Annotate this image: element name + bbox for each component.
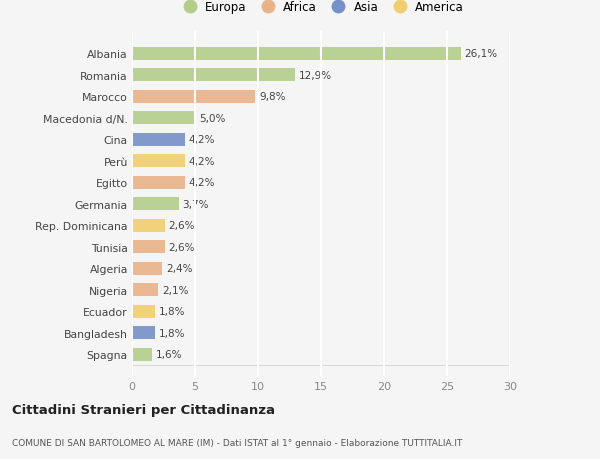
Text: 4,2%: 4,2% (188, 178, 215, 188)
Bar (132, 69, 295, 82)
Text: 3,7%: 3,7% (182, 199, 209, 209)
Text: Cittadini Stranieri per Cittadinanza: Cittadini Stranieri per Cittadinanza (12, 403, 275, 416)
Bar (132, 134, 185, 146)
Bar (132, 262, 162, 275)
Text: 1,8%: 1,8% (158, 307, 185, 316)
Bar (132, 219, 165, 232)
Bar (132, 155, 185, 168)
Text: 2,1%: 2,1% (162, 285, 189, 295)
Text: 4,2%: 4,2% (188, 157, 215, 166)
Bar (132, 176, 185, 189)
Text: 4,2%: 4,2% (188, 135, 215, 145)
Text: 9,8%: 9,8% (259, 92, 286, 102)
Bar (132, 112, 195, 125)
Bar (132, 90, 256, 104)
Text: 26,1%: 26,1% (464, 49, 498, 59)
Bar (132, 198, 179, 211)
Bar (132, 326, 155, 339)
Text: 1,8%: 1,8% (158, 328, 185, 338)
Text: 5,0%: 5,0% (199, 113, 225, 123)
Text: 1,6%: 1,6% (156, 349, 182, 359)
Legend: Europa, Africa, Asia, America: Europa, Africa, Asia, America (173, 0, 469, 19)
Text: 12,9%: 12,9% (298, 71, 331, 81)
Bar (132, 305, 155, 318)
Bar (132, 284, 158, 297)
Bar (132, 48, 461, 61)
Text: 2,6%: 2,6% (169, 221, 195, 231)
Bar (132, 241, 165, 253)
Text: 2,4%: 2,4% (166, 263, 193, 274)
Text: 2,6%: 2,6% (169, 242, 195, 252)
Bar (132, 348, 152, 361)
Text: COMUNE DI SAN BARTOLOMEO AL MARE (IM) - Dati ISTAT al 1° gennaio - Elaborazione : COMUNE DI SAN BARTOLOMEO AL MARE (IM) - … (12, 438, 463, 447)
